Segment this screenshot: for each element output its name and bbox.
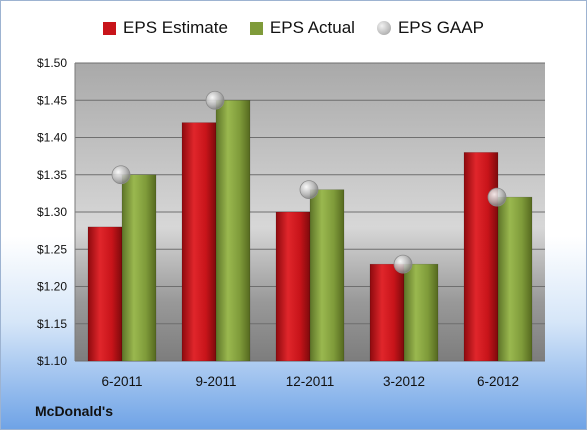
bar-eps-actual	[121, 174, 157, 362]
bar-eps-actual	[215, 100, 251, 362]
bar-eps-estimate	[275, 211, 311, 362]
x-category-label: 9-2011	[195, 374, 236, 389]
legend: EPS Estimate EPS Actual EPS GAAP	[1, 18, 586, 38]
bar-eps-estimate	[463, 152, 499, 362]
legend-label-gaap: EPS GAAP	[397, 18, 484, 37]
y-tick-label: $1.35	[37, 168, 67, 182]
y-tick-label: $1.45	[37, 93, 67, 107]
legend-item-estimate: EPS Estimate	[103, 18, 228, 38]
marker-eps-gaap	[299, 180, 319, 200]
legend-label-estimate: EPS Estimate	[123, 18, 228, 37]
legend-swatch-actual	[249, 21, 263, 35]
legend-swatch-estimate	[103, 21, 117, 35]
legend-item-gaap: EPS GAAP	[376, 18, 484, 38]
marker-eps-gaap	[111, 165, 131, 185]
marker-eps-gaap	[205, 90, 225, 110]
legend-label-actual: EPS Actual	[269, 18, 355, 37]
marker-eps-gaap	[487, 187, 507, 207]
company-name: McDonald's	[35, 403, 114, 419]
bar-eps-estimate	[181, 122, 217, 362]
legend-item-actual: EPS Actual	[249, 18, 355, 38]
legend-swatch-gaap	[376, 21, 391, 35]
bar-eps-actual	[309, 189, 345, 362]
y-tick-label: $1.40	[37, 131, 67, 145]
marker-eps-gaap	[393, 254, 413, 274]
bar-eps-estimate	[369, 263, 405, 362]
bar-eps-estimate	[87, 226, 123, 362]
bar-eps-actual	[403, 263, 439, 362]
x-category-label: 3-2012	[383, 374, 425, 389]
y-tick-label: $1.10	[37, 354, 67, 368]
x-category-label: 6-2011	[101, 374, 142, 389]
y-tick-label: $1.30	[37, 205, 67, 219]
y-tick-label: $1.25	[37, 242, 67, 256]
x-category-label: 6-2012	[477, 374, 519, 389]
x-category-label: 12-2011	[286, 374, 335, 389]
y-tick-label: $1.20	[37, 280, 67, 294]
bar-eps-actual	[497, 196, 533, 362]
y-tick-label: $1.15	[37, 317, 67, 331]
y-tick-label: $1.50	[37, 56, 67, 70]
